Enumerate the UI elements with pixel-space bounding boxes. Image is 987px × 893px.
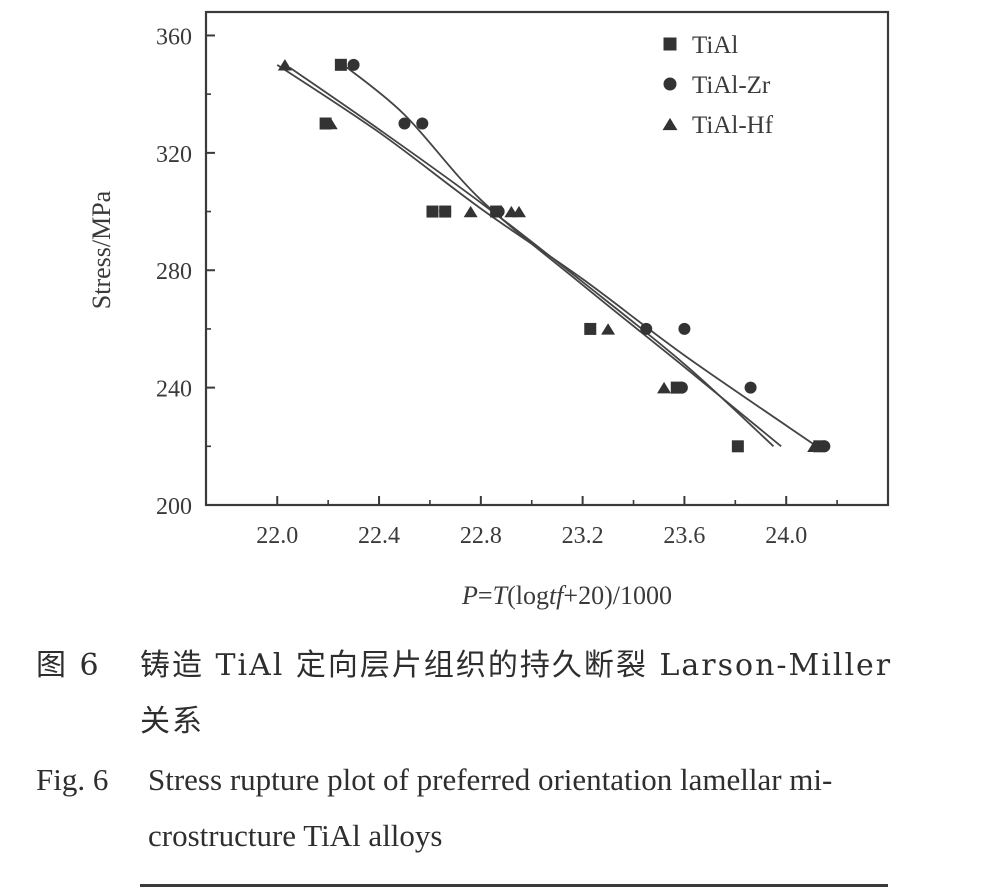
data-point-tial-zr (347, 58, 360, 71)
legend-marker-tial-zr (663, 77, 677, 91)
legend-label-tial-zr: TiAl-Zr (692, 72, 771, 99)
larson-miller-chart: 22.0 22.4 22.8 23.2 23.6 24.0200240280320360 … (87, 10, 890, 610)
data-point-tial-zr (640, 322, 653, 335)
data-point-tial (731, 440, 744, 453)
data-point-tial-hf (807, 440, 822, 453)
caption-cn-line2: 关系 (140, 704, 204, 739)
fit-curve-tial-hf (276, 64, 818, 448)
data-point-tial-zr (818, 440, 831, 453)
x-tick-label: 22.4 (358, 523, 400, 549)
legend-marker-tial-hf (662, 117, 678, 131)
caption-en-line2: crostructure TiAl alloys (148, 818, 443, 853)
data-point-tial-zr (675, 381, 688, 394)
data-point-tial-zr (398, 117, 411, 130)
legend-marker-tial (663, 37, 677, 51)
x-tick-label: 22.0 (256, 523, 298, 549)
data-point-tial-zr (492, 205, 505, 218)
x-tick-label: 23.2 (562, 523, 604, 549)
data-point-tial (426, 205, 439, 218)
data-point-tial-hf (512, 205, 527, 218)
x-tick-label: 24.0 (765, 523, 807, 549)
y-tick-label: 200 (156, 494, 192, 520)
legend-label-tial: TiAl (692, 32, 738, 59)
fit-curve-tial-zr (342, 64, 782, 448)
caption-divider (140, 884, 888, 887)
y-tick-label: 320 (156, 142, 192, 168)
data-point-tial-hf (277, 59, 292, 71)
data-point-tial-hf (601, 323, 616, 335)
data-point-tial-zr (416, 117, 429, 130)
data-point-tial (584, 322, 597, 335)
plot-frame (204, 10, 890, 507)
caption-en-line1: Stress rupture plot of preferred orienta… (148, 762, 833, 797)
caption-cn-line1: 铸造 TiAl 定向层片组织的持久断裂 Larson-Miller (140, 648, 893, 683)
x-tick-label: 22.8 (460, 523, 502, 549)
data-point-tial-hf (463, 205, 478, 218)
caption-en-label: Fig. 6 (36, 762, 109, 797)
data-point-tial-zr (744, 381, 757, 394)
x-tick-label: 23.6 (663, 523, 705, 549)
y-tick-label: 360 (156, 24, 192, 50)
y-tick-label: 280 (156, 259, 192, 285)
y-tick-label: 240 (156, 377, 192, 403)
data-point-tial-hf (657, 381, 672, 394)
fit-curve-tial (289, 67, 775, 447)
legend-label-tial-hf: TiAl-Hf (692, 112, 774, 139)
caption-cn-label: 图 6 (36, 648, 101, 683)
data-point-tial-hf (323, 117, 338, 130)
x-axis-label: P=T(logtf+20)/1000 (461, 581, 672, 610)
data-point-tial (334, 58, 347, 71)
data-point-tial-zr (678, 322, 691, 335)
data-point-tial-zr (439, 205, 452, 218)
y-axis-label: Stress/MPa (87, 190, 116, 309)
